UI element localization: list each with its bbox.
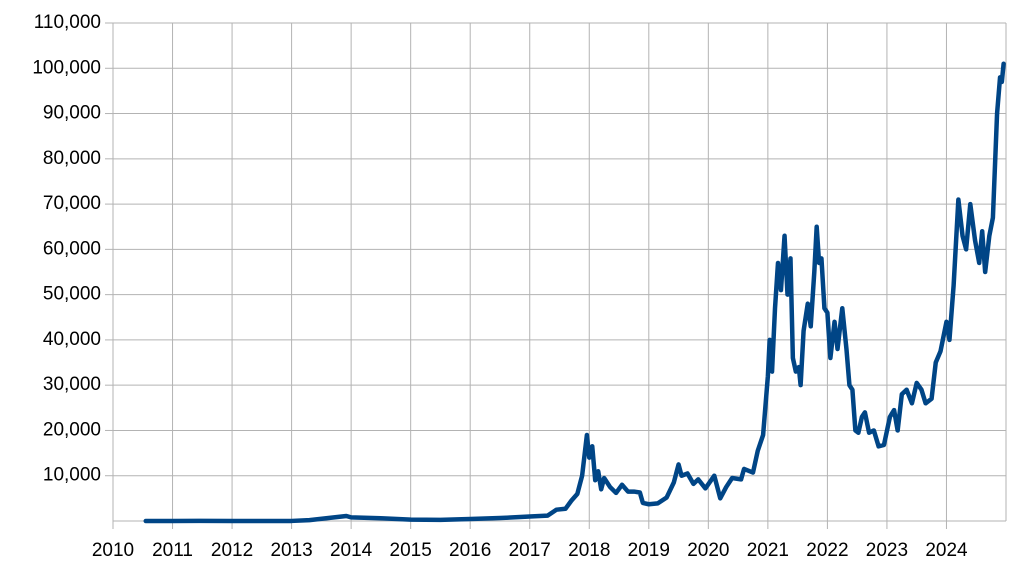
y-tick-label: 10,000 — [43, 465, 101, 486]
y-tick-label: 20,000 — [43, 419, 101, 440]
x-tick-label: 2020 — [687, 540, 729, 561]
y-tick-label: 100,000 — [32, 57, 101, 78]
y-tick-label: 90,000 — [43, 103, 101, 124]
x-tick-label: 2014 — [330, 540, 373, 561]
x-tick-label: 2017 — [509, 540, 551, 561]
x-tick-label: 2019 — [628, 540, 670, 561]
x-tick-label: 2024 — [925, 540, 968, 561]
x-tick-label: 2018 — [568, 540, 610, 561]
price-line — [143, 61, 1006, 524]
x-tick-label: 2011 — [152, 540, 193, 561]
x-tick-label: 2013 — [270, 540, 312, 561]
y-tick-label: 110,000 — [34, 12, 101, 33]
x-tick-label: 2010 — [92, 540, 134, 561]
x-tick-label: 2022 — [806, 540, 848, 561]
y-tick-label: 70,000 — [43, 193, 101, 214]
x-tick-label: 2016 — [449, 540, 491, 561]
y-tick-label: 30,000 — [43, 374, 101, 395]
y-tick-label: 80,000 — [43, 148, 101, 169]
x-tick-label: 2023 — [866, 540, 908, 561]
x-tick-label: 2012 — [211, 540, 253, 561]
x-tick-label: 2021 — [747, 540, 789, 561]
y-tick-label: 40,000 — [43, 329, 101, 350]
y-tick-label: 60,000 — [43, 238, 101, 259]
x-tick-label: 2015 — [390, 540, 432, 561]
y-tick-label: 50,000 — [43, 284, 101, 305]
